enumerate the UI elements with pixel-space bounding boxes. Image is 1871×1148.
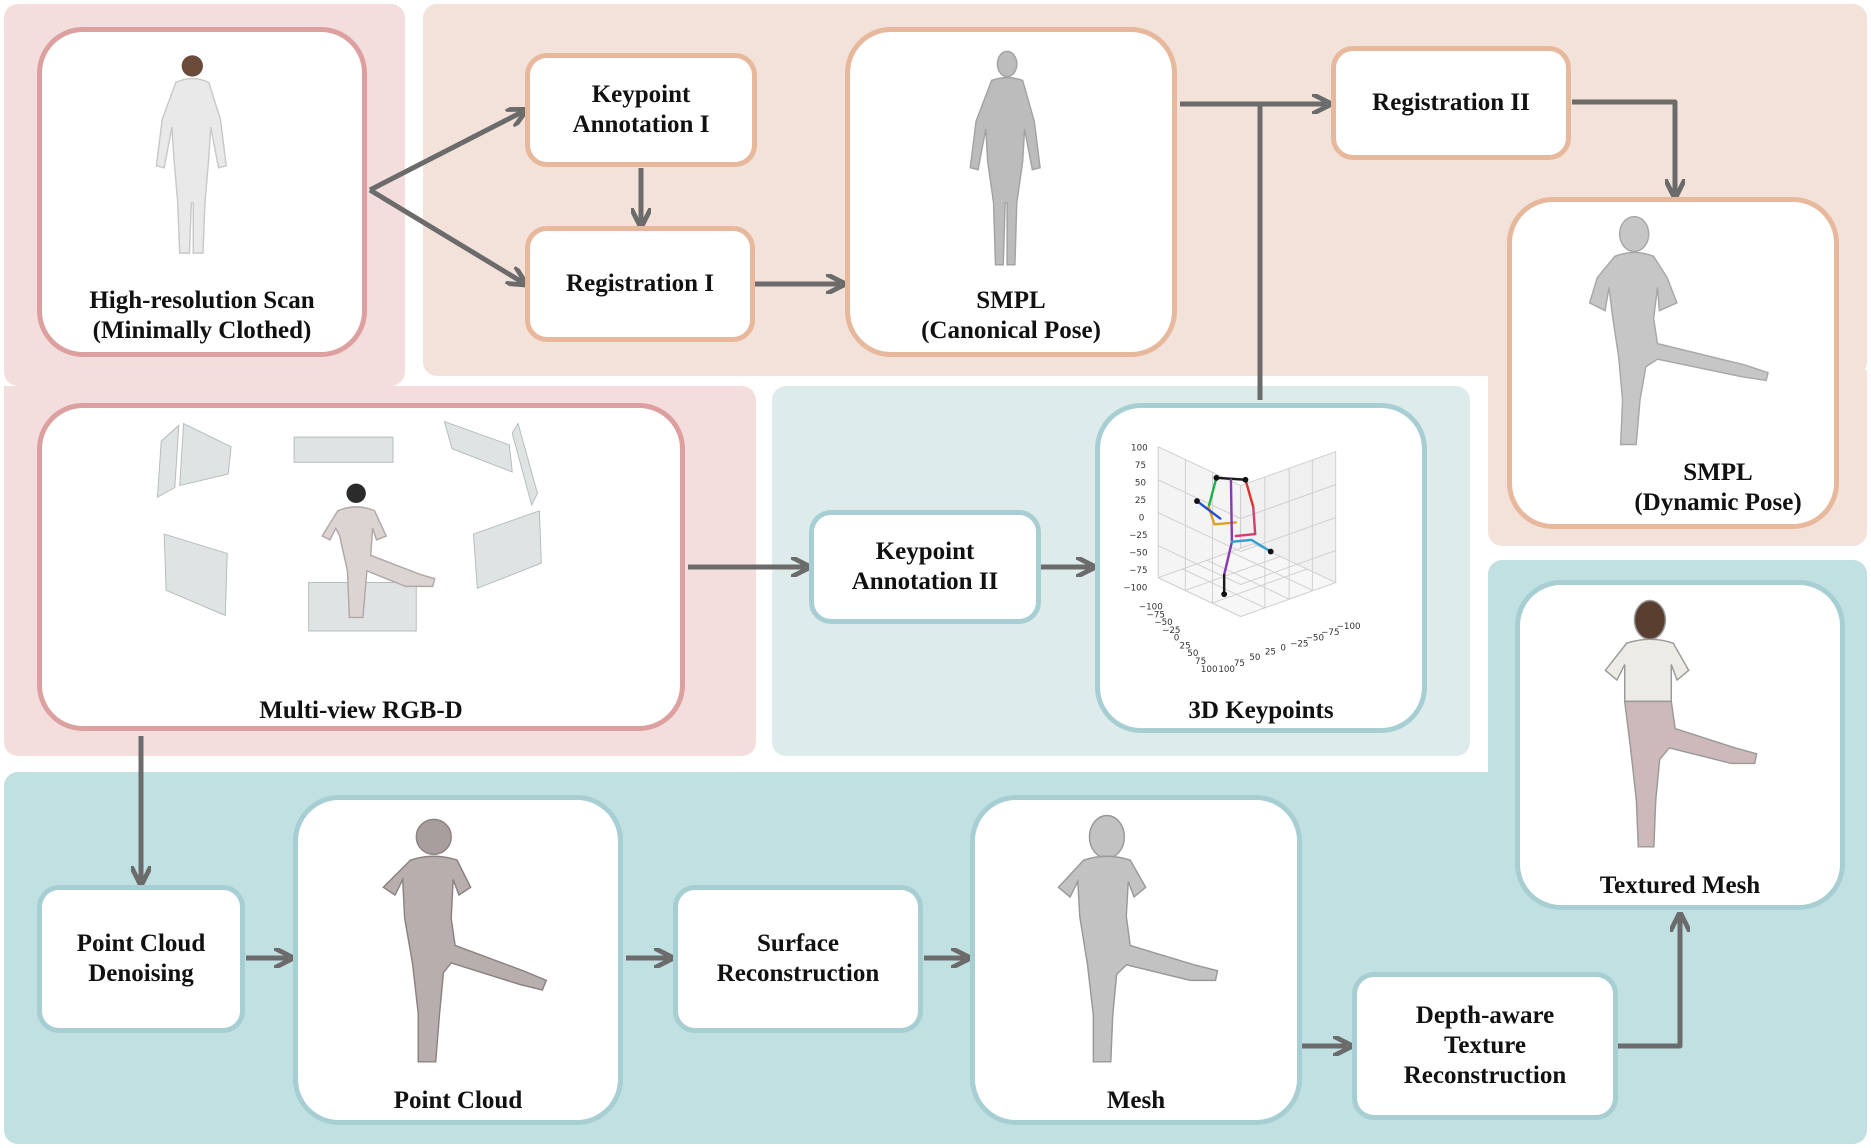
- y-tick-label: −50: [1306, 634, 1324, 644]
- depth-aware-texture-node: Depth-aware Texture Reconstruction: [1352, 972, 1618, 1120]
- mesh-figure: [1057, 814, 1219, 1063]
- point-cloud-denoising-node: Point Cloud Denoising: [37, 885, 245, 1033]
- camera-view-3: [443, 420, 513, 473]
- textured-mesh-label: Textured Mesh: [1599, 872, 1761, 899]
- scan-label: High-resolution Scan (Minimally Clothed): [89, 287, 315, 344]
- smpl-dynamic-figure: [1588, 215, 1769, 446]
- z-tick-label: −50: [1129, 548, 1147, 558]
- arrow-depthtex-to-textured: [1618, 918, 1680, 1049]
- z-tick-label: −100: [1123, 583, 1147, 593]
- x-tick-label: 100: [1201, 665, 1218, 675]
- y-tick-label: 75: [1234, 659, 1245, 669]
- keypoint-markers: [1194, 474, 1274, 598]
- rgbd-views-illustration: [156, 420, 542, 632]
- keypoint-annotation-1-node: Keypoint Annotation I: [525, 53, 757, 167]
- registration-1-label: Registration I: [566, 270, 714, 297]
- registration-1-node: Registration I: [525, 226, 755, 342]
- skeleton: [1195, 476, 1272, 596]
- smpl-dynamic-node: SMPL (Dynamic Pose): [1507, 197, 1839, 529]
- x-tick-label: −100: [1139, 603, 1163, 613]
- surface-reconstruction-label: Surface Reconstruction: [716, 930, 880, 987]
- z-tick-label: 0: [1139, 513, 1145, 523]
- keypoints-3d-label: 3D Keypoints: [1188, 697, 1334, 724]
- camera-view-1: [179, 422, 232, 487]
- x-tick-label: −25: [1162, 626, 1180, 636]
- smpl-canonical-label: SMPL (Canonical Pose): [921, 287, 1101, 344]
- z-tick-label: −25: [1129, 531, 1147, 541]
- arrow-scan-to-kp1: [368, 112, 522, 193]
- smpl-dynamic-label: SMPL (Dynamic Pose): [1634, 459, 1802, 516]
- camera-view-6: [472, 510, 542, 590]
- x-tick-label: 0: [1174, 634, 1180, 644]
- camera-view-8: [511, 422, 538, 507]
- y-tick-label: 100: [1218, 665, 1235, 675]
- rgbd-node: Multi-view RGB-D: [37, 403, 685, 731]
- camera-view-7: [156, 424, 180, 499]
- point-cloud-figure: [382, 818, 548, 1063]
- y-tick-label: 50: [1249, 653, 1260, 663]
- keypoints-3d-node: 100 75 50 25 0 −25 −50 −75 −100 −100 −75…: [1095, 403, 1427, 733]
- arrow-reg2-to-smpldyn: [1572, 99, 1675, 193]
- y-tick-label: −75: [1321, 628, 1339, 638]
- x-tick-label: −50: [1154, 618, 1172, 628]
- y-tick-label: −25: [1290, 640, 1308, 650]
- tick-labels: 100 75 50 25 0 −25 −50 −75 −100 −100 −75…: [1123, 444, 1360, 675]
- keypoint-annotation-2-node: Keypoint Annotation II: [809, 510, 1041, 624]
- registration-2-label: Registration II: [1372, 89, 1530, 116]
- smpl-canonical-node: SMPL (Canonical Pose): [845, 27, 1177, 357]
- x-tick-label: 75: [1195, 657, 1206, 667]
- plot-grid: [1156, 446, 1337, 618]
- x-tick-label: 25: [1180, 641, 1191, 651]
- depth-aware-texture-label: Depth-aware Texture Reconstruction: [1403, 1002, 1567, 1089]
- registration-2-node: Registration II: [1331, 46, 1571, 160]
- z-tick-label: 25: [1135, 496, 1146, 506]
- rgbd-label: Multi-view RGB-D: [259, 697, 463, 724]
- keypoints-3d-plot: 100 75 50 25 0 −25 −50 −75 −100 −100 −75…: [1123, 444, 1360, 675]
- y-tick-label: 0: [1280, 643, 1286, 653]
- mesh-node: Mesh: [970, 795, 1302, 1125]
- y-tick-label: 25: [1265, 647, 1276, 657]
- z-tick-label: 75: [1135, 461, 1146, 471]
- point-cloud-node: Point Cloud: [293, 795, 623, 1125]
- z-tick-label: 50: [1135, 479, 1146, 489]
- keypoint-annotation-2-label: Keypoint Annotation II: [851, 538, 999, 595]
- z-tick-label: 100: [1131, 444, 1148, 454]
- camera-view-4: [163, 533, 228, 617]
- keypoint-annotation-1-label: Keypoint Annotation I: [572, 81, 710, 138]
- camera-view-2: [293, 436, 394, 463]
- y-tick-label: −100: [1337, 622, 1361, 632]
- scan-figure-illustration: [155, 55, 228, 254]
- z-tick-label: −75: [1129, 566, 1147, 576]
- textured-mesh-figure: [1604, 599, 1758, 848]
- x-tick-label: −75: [1147, 610, 1165, 620]
- point-cloud-denoising-label: Point Cloud Denoising: [76, 930, 206, 987]
- textured-mesh-node: Textured Mesh: [1515, 580, 1845, 910]
- surface-reconstruction-node: Surface Reconstruction: [673, 885, 923, 1033]
- scan-node: High-resolution Scan (Minimally Clothed): [37, 27, 367, 357]
- x-tick-label: 50: [1187, 649, 1198, 659]
- point-cloud-label: Point Cloud: [393, 1087, 523, 1114]
- arrow-scan-to-reg1: [368, 187, 522, 282]
- mesh-label: Mesh: [1106, 1087, 1166, 1114]
- smpl-canonical-figure: [969, 50, 1041, 266]
